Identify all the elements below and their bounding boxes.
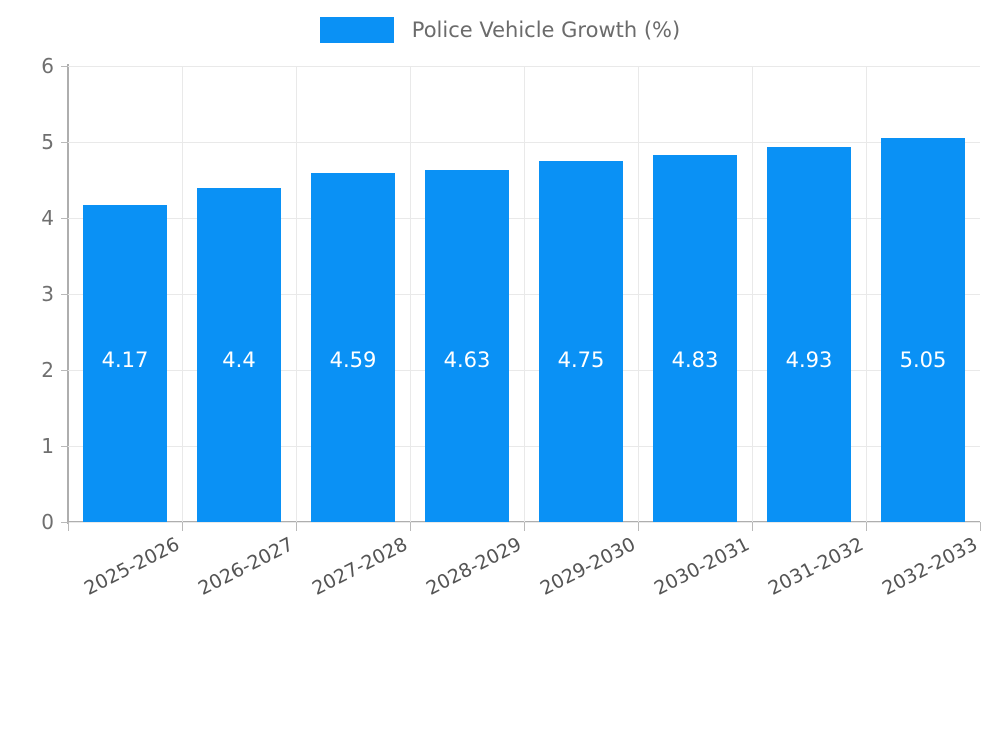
chart-legend: Police Vehicle Growth (%): [0, 12, 1000, 48]
y-tick-label: 5: [41, 130, 54, 154]
bar-value-label: 4.17: [101, 348, 149, 372]
x-tick-mark: [866, 522, 867, 531]
x-tick-mark: [410, 522, 411, 531]
gridline-vertical: [182, 66, 183, 522]
y-tick-mark: [61, 370, 68, 371]
y-tick-mark: [61, 218, 68, 219]
bar-value-label: 4.4: [222, 348, 256, 372]
gridline-vertical: [410, 66, 411, 522]
legend-item-label: Police Vehicle Growth (%): [411, 17, 681, 42]
bar[interactable]: 4.83: [652, 154, 738, 522]
x-tick-mark: [638, 522, 639, 531]
gridline-vertical: [296, 66, 297, 522]
y-tick-label: 4: [41, 206, 54, 230]
x-tick-mark: [524, 522, 525, 531]
gridline-vertical: [752, 66, 753, 522]
y-tick-label: 6: [41, 54, 54, 78]
bar[interactable]: 5.05: [880, 138, 966, 522]
bar[interactable]: 4.93: [766, 147, 852, 522]
y-tick-mark: [61, 522, 68, 523]
bar-value-label: 4.75: [557, 348, 605, 372]
bar-value-label: 4.93: [785, 348, 833, 372]
y-tick-mark: [61, 142, 68, 143]
x-tick-mark: [182, 522, 183, 531]
bar[interactable]: 4.4: [196, 187, 282, 522]
bar-value-label: 4.59: [329, 348, 377, 372]
y-tick-label: 3: [41, 282, 54, 306]
y-tick-mark: [61, 66, 68, 67]
bar[interactable]: 4.75: [538, 161, 624, 522]
x-tick-mark: [752, 522, 753, 531]
bar[interactable]: 4.17: [82, 205, 168, 522]
y-tick-label: 1: [41, 434, 54, 458]
x-tick-mark: [68, 522, 69, 531]
gridline-vertical: [866, 66, 867, 522]
y-tick-mark: [61, 446, 68, 447]
legend-item-police-vehicle-growth[interactable]: Police Vehicle Growth (%): [319, 17, 681, 43]
bar-value-label: 5.05: [899, 348, 947, 372]
y-tick-label: 0: [41, 510, 54, 534]
bar-value-label: 4.63: [443, 348, 491, 372]
y-tick-label: 2: [41, 358, 54, 382]
plot-area: 4.17 4.4 4.59 4.63 4.75 4.83 4.93 5.05: [68, 66, 980, 523]
bar[interactable]: 4.59: [310, 173, 396, 522]
x-tick-mark: [980, 522, 981, 531]
y-tick-mark: [61, 294, 68, 295]
legend-swatch-icon: [319, 17, 394, 43]
bar[interactable]: 4.63: [424, 170, 510, 522]
bar-value-label: 4.83: [671, 348, 719, 372]
y-axis-ticks: 0 1 2 3 4 5 6: [0, 0, 68, 600]
x-tick-mark: [296, 522, 297, 531]
gridline-vertical: [638, 66, 639, 522]
gridline-vertical: [524, 66, 525, 522]
